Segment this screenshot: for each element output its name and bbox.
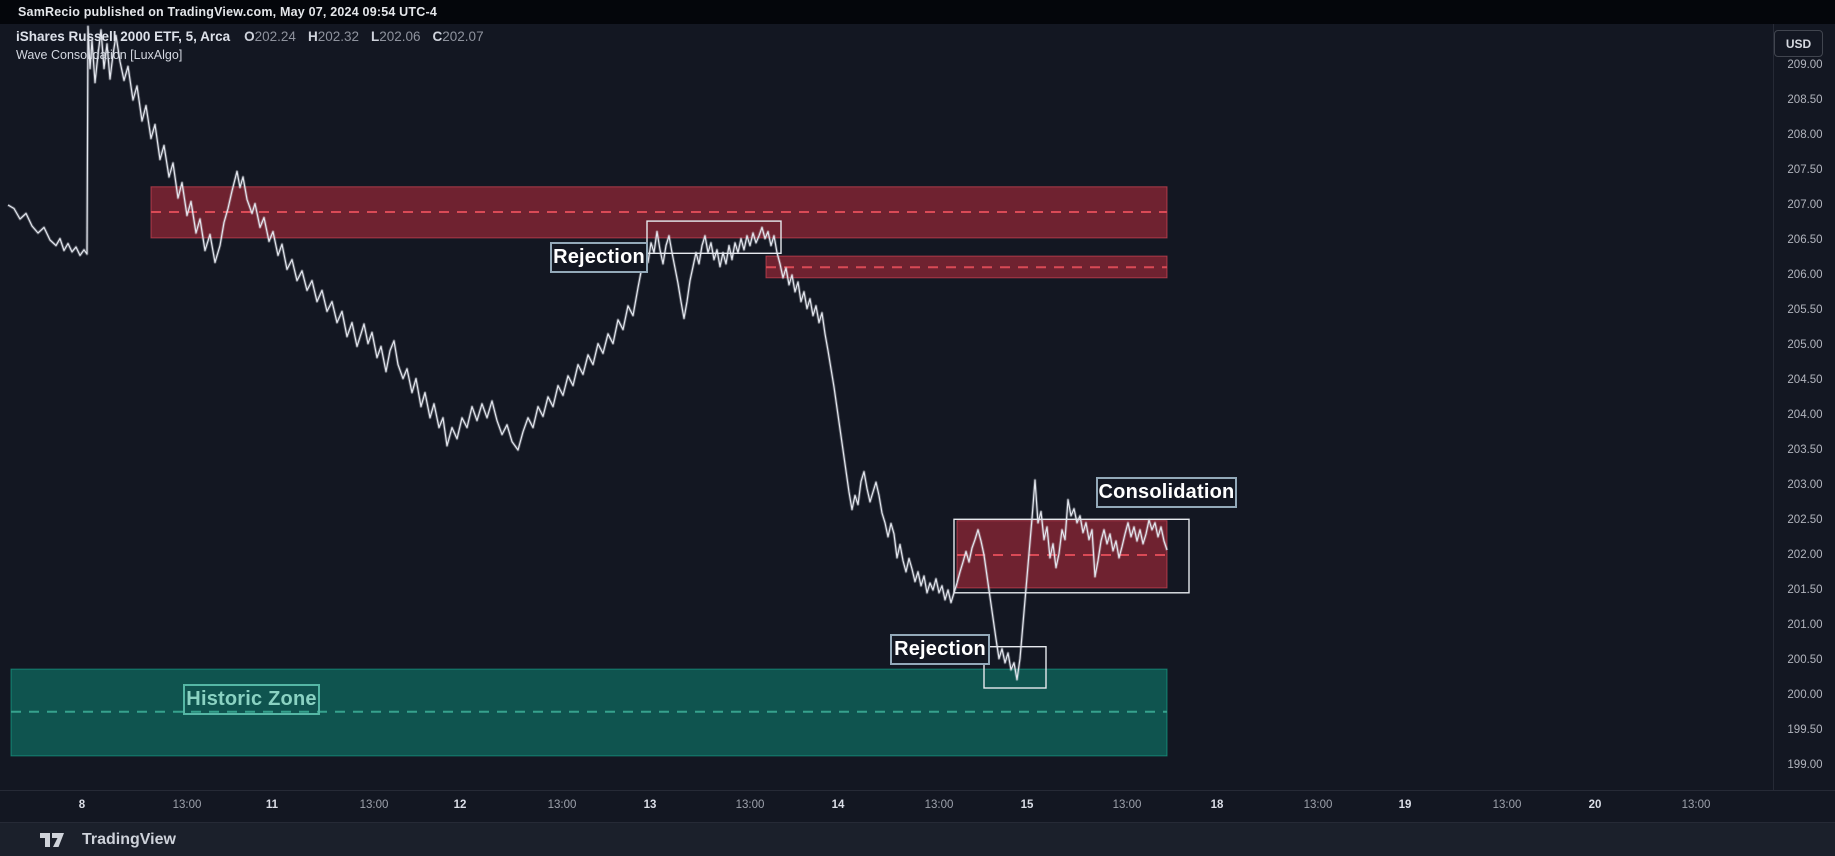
time-tick: 11 bbox=[265, 799, 279, 811]
ohlc-values: O202.24 H202.32 L202.06 C202.07 bbox=[244, 29, 483, 44]
price-tick: 206.00 bbox=[1787, 269, 1823, 281]
annotation-rejection[interactable]: Rejection bbox=[550, 242, 648, 273]
price-tick: 206.50 bbox=[1787, 234, 1823, 246]
rejection-box-lower bbox=[983, 646, 1047, 689]
chart-legend: iShares Russell 2000 ETF, 5, Arca O202.2… bbox=[16, 29, 484, 62]
price-tick: 201.00 bbox=[1787, 619, 1823, 631]
footer-brand[interactable]: TradingView bbox=[82, 830, 176, 848]
price-tick: 207.00 bbox=[1787, 199, 1823, 211]
time-tick: 13 bbox=[643, 799, 657, 811]
time-tick: 13:00 bbox=[359, 799, 389, 811]
ohlc-h: H202.32 bbox=[307, 29, 359, 44]
price-tick: 208.00 bbox=[1787, 129, 1823, 141]
price-tick: 209.00 bbox=[1787, 59, 1823, 71]
price-tick: 199.50 bbox=[1787, 724, 1823, 736]
time-tick: 8 bbox=[78, 799, 86, 811]
price-tick: 202.50 bbox=[1787, 514, 1823, 526]
price-tick: 200.00 bbox=[1787, 689, 1823, 701]
time-tick: 13:00 bbox=[1303, 799, 1333, 811]
time-tick: 13:00 bbox=[1112, 799, 1142, 811]
ohlc-o: O202.24 bbox=[244, 29, 296, 44]
time-tick: 13:00 bbox=[1492, 799, 1522, 811]
rejection-box-upper bbox=[646, 220, 782, 255]
price-tick: 199.00 bbox=[1787, 759, 1823, 771]
price-tick: 201.50 bbox=[1787, 584, 1823, 596]
time-tick: 18 bbox=[1210, 799, 1224, 811]
time-tick: 15 bbox=[1020, 799, 1034, 811]
footer-bar: TradingView bbox=[0, 822, 1835, 856]
time-tick: 19 bbox=[1398, 799, 1412, 811]
price-line bbox=[7, 25, 1168, 681]
time-tick: 13:00 bbox=[735, 799, 765, 811]
time-axis[interactable]: 8 13:00 11 13:00 12 13:00 13 13:00 14 13:00 15 13:0… bbox=[0, 790, 1835, 823]
symbol-title[interactable]: iShares Russell 2000 ETF, 5, Arca bbox=[16, 29, 231, 44]
price-tick: 207.50 bbox=[1787, 164, 1823, 176]
annotation-rejection[interactable]: Rejection bbox=[890, 634, 990, 665]
currency-usd-button[interactable]: USD bbox=[1774, 30, 1823, 57]
time-tick: 13:00 bbox=[547, 799, 577, 811]
price-tick: 205.50 bbox=[1787, 304, 1823, 316]
consolidation-box bbox=[953, 518, 1190, 594]
price-axis[interactable]: 209.00 208.50 208.00 207.50 207.00 206.50 206.… bbox=[1773, 24, 1835, 790]
ohlc-l: L202.06 bbox=[370, 29, 421, 44]
annotation-historic-zone[interactable]: Historic Zone bbox=[183, 684, 320, 715]
time-tick: 12 bbox=[453, 799, 467, 811]
indicator-title[interactable]: Wave Consolidation [LuxAlgo] bbox=[16, 48, 183, 62]
price-tick: 200.50 bbox=[1787, 654, 1823, 666]
time-tick: 20 bbox=[1588, 799, 1602, 811]
publish-text: SamRecio published on TradingView.com, M… bbox=[18, 5, 437, 19]
tradingview-logo[interactable] bbox=[38, 830, 68, 850]
price-tick: 205.00 bbox=[1787, 339, 1823, 351]
price-tick: 204.00 bbox=[1787, 409, 1823, 421]
price-tick: 208.50 bbox=[1787, 94, 1823, 106]
price-tick: 202.00 bbox=[1787, 549, 1823, 561]
price-tick: 203.00 bbox=[1787, 479, 1823, 491]
ohlc-c: C202.07 bbox=[432, 29, 484, 44]
price-tick: 203.50 bbox=[1787, 444, 1823, 456]
time-tick: 13:00 bbox=[172, 799, 202, 811]
time-tick: 14 bbox=[831, 799, 845, 811]
time-tick: 13:00 bbox=[1681, 799, 1711, 811]
price-tick: 204.50 bbox=[1787, 374, 1823, 386]
time-tick: 13:00 bbox=[924, 799, 954, 811]
annotation-consolidation[interactable]: Consolidation bbox=[1096, 477, 1237, 508]
publish-bar: SamRecio published on TradingView.com, M… bbox=[0, 0, 1835, 24]
